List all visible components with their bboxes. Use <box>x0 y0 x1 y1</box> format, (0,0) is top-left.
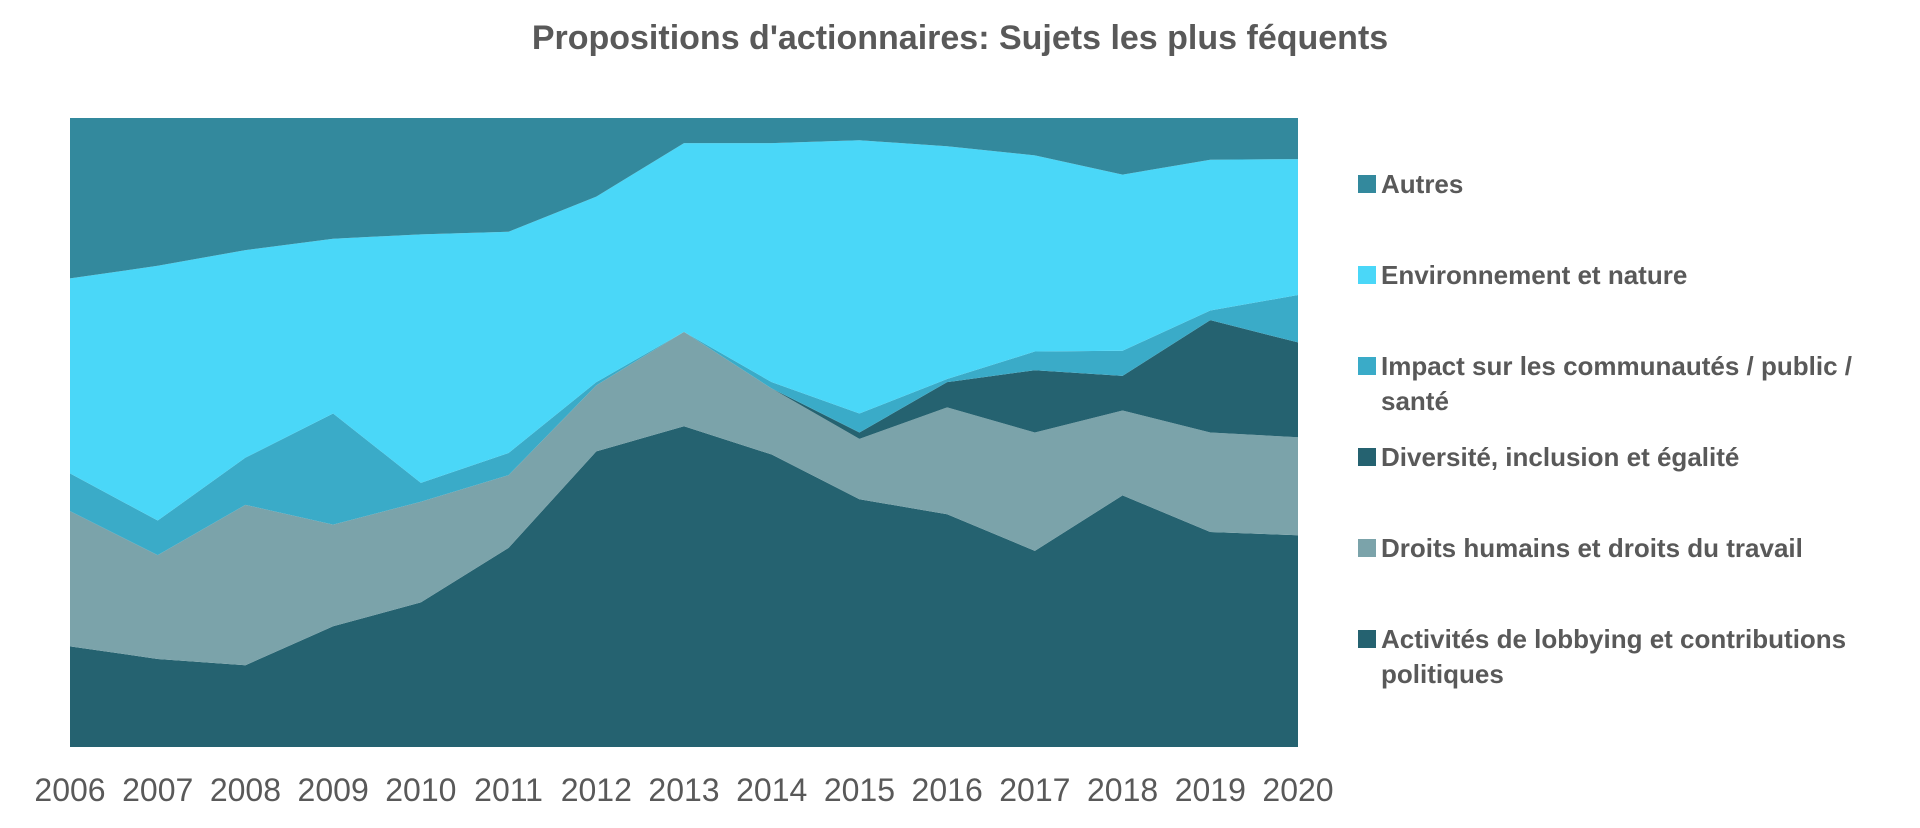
legend-item[interactable]: Activités de lobbying et contributions po… <box>1358 624 1846 689</box>
legend-swatch <box>1358 175 1376 193</box>
legend-item[interactable]: Diversité, inclusion et égalité <box>1358 442 1739 472</box>
legend-swatch <box>1358 539 1376 557</box>
area-series-1 <box>70 331 1298 666</box>
x-tick-label: 2007 <box>122 772 193 808</box>
legend-item[interactable]: Droits humains et droits du travail <box>1358 533 1803 563</box>
legend-item[interactable]: Impact sur les communautés / public / san… <box>1358 351 1852 416</box>
x-tick-label: 2016 <box>912 772 983 808</box>
legend-label: politiques <box>1381 659 1504 689</box>
legend-label: Autres <box>1381 169 1463 199</box>
x-tick-label: 2011 <box>474 772 543 808</box>
legend-swatch <box>1358 357 1376 375</box>
legend-label: Diversité, inclusion et égalité <box>1381 442 1739 472</box>
x-tick-label: 2010 <box>385 772 456 808</box>
legend-label: Activités de lobbying et contributions <box>1381 624 1846 654</box>
x-tick-label: 2006 <box>34 772 105 808</box>
area-series-0 <box>70 426 1298 747</box>
legend-label: Environnement et nature <box>1381 260 1687 290</box>
x-tick-label: 2019 <box>1175 772 1246 808</box>
area-series-4 <box>70 140 1298 521</box>
x-axis: 2006 2007 2008 2009 2010 2011 2012 2013 2014 2015… <box>34 772 1333 808</box>
legend-item[interactable]: Autres <box>1358 169 1463 199</box>
x-tick-label: 2018 <box>1087 772 1158 808</box>
x-tick-label: 2013 <box>648 772 719 808</box>
x-tick-label: 2012 <box>561 772 632 808</box>
legend-swatch <box>1358 266 1376 284</box>
legend-label: Droits humains et droits du travail <box>1381 533 1803 563</box>
legend-label: Impact sur les communautés / public / <box>1381 351 1852 381</box>
legend-label: santé <box>1381 386 1449 416</box>
legend-swatch <box>1358 630 1376 648</box>
x-tick-label: 2008 <box>210 772 281 808</box>
x-tick-label: 2020 <box>1262 772 1333 808</box>
x-tick-label: 2015 <box>824 772 895 808</box>
x-tick-label: 2017 <box>999 772 1070 808</box>
chart-title: Propositions d'actionnaires: Sujets les … <box>532 19 1388 57</box>
area-series-2 <box>70 320 1298 556</box>
x-tick-label: 2009 <box>298 772 369 808</box>
legend-item[interactable]: Environnement et nature <box>1358 260 1687 290</box>
area-series-3 <box>70 295 1298 556</box>
legend[interactable]: Autres Environnement et nature Impact sur … <box>1358 169 1852 689</box>
area-series-5 <box>70 118 1298 279</box>
x-tick-label: 2014 <box>736 772 807 808</box>
legend-swatch <box>1358 448 1376 466</box>
plot-area <box>70 118 1298 747</box>
